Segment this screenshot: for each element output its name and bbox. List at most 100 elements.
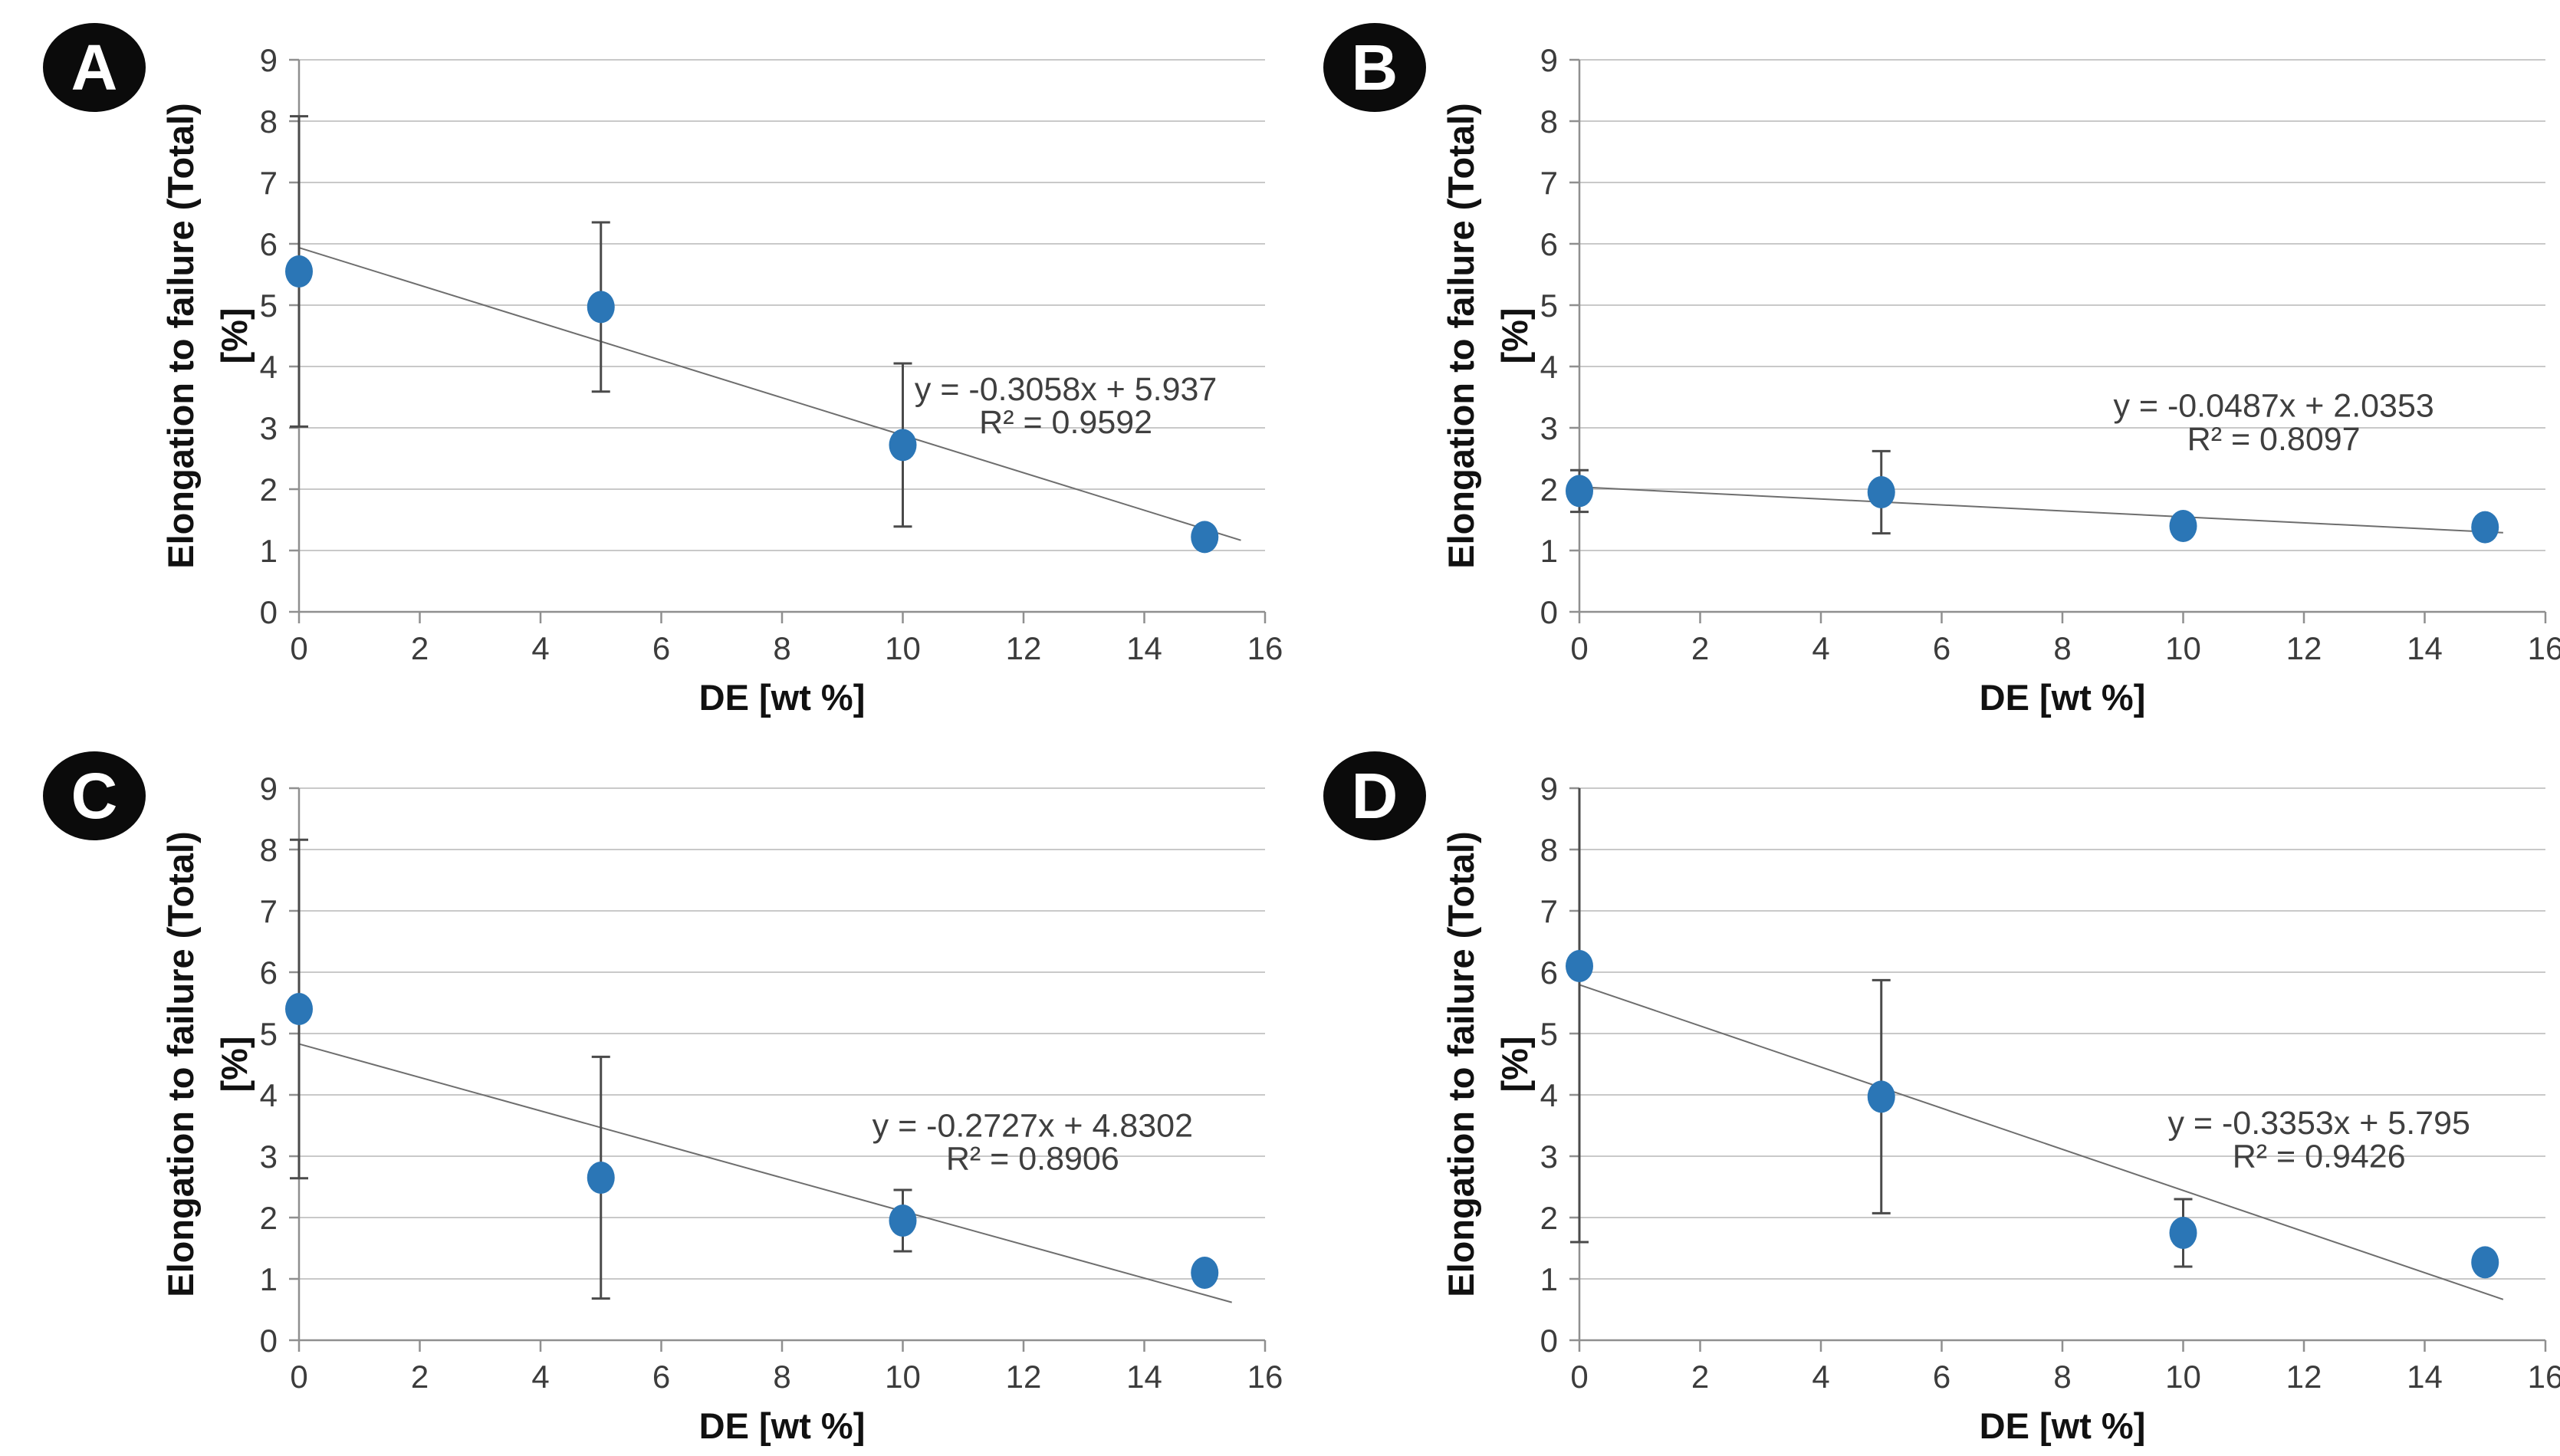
y-tick-label: 3	[1540, 1139, 1558, 1175]
x-tick-label: 12	[2286, 1359, 2322, 1395]
data-point	[1191, 521, 1219, 554]
x-tick-label: 6	[652, 1359, 670, 1395]
data-point	[587, 291, 615, 324]
y-axis-title-line2: [%]	[1494, 1036, 1535, 1092]
data-point	[2169, 1217, 2197, 1249]
panel-c: 0 1 2 3 4 5 6 7 8 9 0 2 4 6 8 10 12 14 16 DE [wt %] Elongati…	[0, 728, 1283, 1456]
x-axis-title: DE [wt %]	[699, 677, 866, 718]
x-tick-label: 8	[2053, 1359, 2071, 1395]
x-tick-label: 2	[411, 630, 429, 666]
data-point	[2471, 511, 2499, 544]
y-tick-label: 8	[260, 832, 278, 868]
r-squared-label: R² = 0.9592	[979, 404, 1152, 441]
y-tick-label: 1	[260, 1261, 278, 1297]
data-point	[285, 993, 313, 1025]
trendline	[298, 1043, 1232, 1303]
x-tick-label: 12	[2286, 630, 2322, 666]
y-tick-label: 0	[260, 1323, 278, 1359]
y-tick-label: 3	[260, 410, 278, 446]
data-point	[2471, 1246, 2499, 1279]
data-point	[2169, 510, 2197, 542]
y-tick-label: 0	[260, 594, 278, 630]
x-tick-label: 2	[1691, 1359, 1709, 1395]
y-axis-title-line1: Elongation to failure (Total)	[160, 103, 201, 568]
y-tick-label: 5	[1540, 288, 1558, 324]
y-tick-label: 4	[260, 349, 278, 385]
y-tick-label: 4	[1540, 1077, 1558, 1113]
trendline-equation-label: y = -0.0487x + 2.0353	[2113, 388, 2433, 425]
panel-label-badge-c: C	[43, 751, 146, 840]
r-squared-label: R² = 0.9426	[2233, 1138, 2406, 1175]
x-tick-label: 14	[1126, 630, 1162, 666]
y-tick-label: 2	[260, 1200, 278, 1236]
panel-a: 0 1 2 3 4 5 6 7 8 9 0 2 4 6 8 10 12 14 16 DE [wt %] Elongati…	[0, 0, 1283, 728]
x-tick-label: 8	[2053, 630, 2071, 666]
data-point	[1566, 950, 1593, 982]
y-tick-label: 7	[1540, 893, 1558, 929]
y-tick-label: 0	[1540, 1323, 1558, 1359]
x-tick-label: 0	[290, 1359, 307, 1395]
y-tick-label: 8	[1540, 104, 1558, 140]
y-tick-label: 5	[1540, 1016, 1558, 1052]
x-tick-label: 14	[1126, 1359, 1162, 1395]
panel-b: 0 1 2 3 4 5 6 7 8 9 0 2 4 6 8 10 12 14 16 DE [wt %] Elongati…	[1280, 0, 2560, 728]
x-tick-label: 16	[1247, 1359, 1283, 1395]
y-axis-title-line1: Elongation to failure (Total)	[1441, 831, 1481, 1297]
x-tick-label: 2	[1691, 630, 1709, 666]
data-point	[889, 1205, 917, 1237]
y-tick-label: 3	[1540, 410, 1558, 446]
r-squared-label: R² = 0.8906	[946, 1141, 1119, 1178]
data-point	[1867, 1080, 1895, 1113]
y-tick-label: 9	[1540, 42, 1558, 78]
x-axis-title: DE [wt %]	[1980, 677, 2146, 718]
y-tick-label: 6	[1540, 226, 1558, 262]
y-axis-title-line2: [%]	[214, 1036, 255, 1092]
panel-d: 0 1 2 3 4 5 6 7 8 9 0 2 4 6 8 10 12 14 16 DE [wt %] Elongati…	[1280, 728, 2560, 1456]
trendline	[1579, 984, 2504, 1300]
x-tick-label: 12	[1006, 630, 1042, 666]
y-tick-label: 9	[260, 42, 278, 78]
y-tick-label: 7	[1540, 165, 1558, 201]
x-tick-label: 8	[773, 1359, 790, 1395]
y-axis-title-line1: Elongation to failure (Total)	[1441, 103, 1481, 568]
data-point	[1191, 1257, 1219, 1289]
y-tick-label: 6	[260, 226, 278, 262]
trendline-equation-label: y = -0.2727x + 4.8302	[873, 1107, 1193, 1144]
x-axis-title: DE [wt %]	[699, 1405, 866, 1446]
x-tick-label: 4	[1812, 1359, 1829, 1395]
x-tick-label: 6	[652, 630, 670, 666]
x-tick-label: 4	[531, 1359, 549, 1395]
y-tick-label: 1	[1540, 533, 1558, 569]
x-tick-label: 16	[2528, 1359, 2560, 1395]
y-tick-label: 2	[1540, 1200, 1558, 1236]
y-tick-label: 7	[260, 893, 278, 929]
x-tick-label: 8	[773, 630, 790, 666]
y-tick-label: 2	[1540, 472, 1558, 508]
y-tick-label: 1	[1540, 1261, 1558, 1297]
trendline	[1579, 486, 2503, 534]
y-tick-label: 9	[260, 771, 278, 807]
y-tick-label: 2	[260, 472, 278, 508]
y-tick-label: 6	[1540, 955, 1558, 991]
data-point	[285, 255, 313, 288]
x-tick-label: 2	[411, 1359, 429, 1395]
x-tick-label: 10	[2165, 630, 2201, 666]
x-axis-title: DE [wt %]	[1980, 1405, 2146, 1446]
x-tick-label: 0	[1570, 630, 1588, 666]
data-point	[1867, 476, 1895, 508]
trendline-equation-label: y = -0.3353x + 5.795	[2167, 1105, 2470, 1142]
data-point	[1566, 475, 1593, 508]
panel-label-badge-b: B	[1323, 23, 1426, 112]
trendline-equation-label: y = -0.3058x + 5.937	[915, 371, 1217, 408]
trendline	[298, 247, 1241, 541]
data-point	[889, 429, 917, 462]
x-tick-label: 4	[531, 630, 549, 666]
r-squared-label: R² = 0.8097	[2187, 421, 2361, 458]
y-tick-label: 3	[260, 1139, 278, 1175]
x-tick-label: 16	[2528, 630, 2560, 666]
data-point	[587, 1162, 615, 1194]
